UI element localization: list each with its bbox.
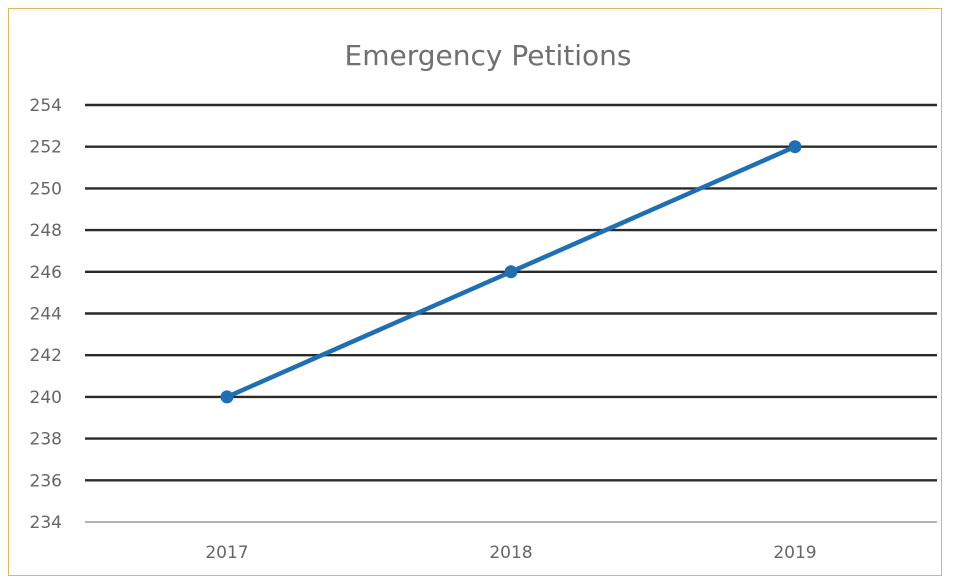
y-tick-label: 254 — [30, 96, 62, 116]
y-tick-label: 244 — [30, 305, 62, 325]
data-point — [220, 390, 234, 404]
y-tick-label: 242 — [30, 346, 62, 366]
y-tick-label: 250 — [30, 179, 62, 199]
gridlines — [85, 103, 937, 523]
data-point — [788, 140, 802, 154]
y-tick-label: 240 — [30, 388, 62, 408]
y-tick-label: 234 — [30, 513, 62, 533]
x-tick-label: 2018 — [489, 543, 532, 563]
series — [220, 140, 802, 404]
y-tick-label: 252 — [30, 138, 62, 158]
x-tick-label: 2017 — [205, 543, 248, 563]
y-tick-label: 246 — [30, 263, 62, 283]
y-tick-label: 236 — [30, 471, 62, 491]
x-axis-ticks: 2017 2018 2019 — [205, 543, 816, 563]
chart-title: Emergency Petitions — [345, 39, 632, 72]
y-axis-ticks: 234 236 238 240 242 244 246 248 250 252 254 — [30, 96, 62, 533]
data-point — [504, 265, 518, 279]
x-tick-label: 2019 — [773, 543, 816, 563]
y-tick-label: 238 — [30, 430, 62, 450]
y-tick-label: 248 — [30, 221, 62, 241]
